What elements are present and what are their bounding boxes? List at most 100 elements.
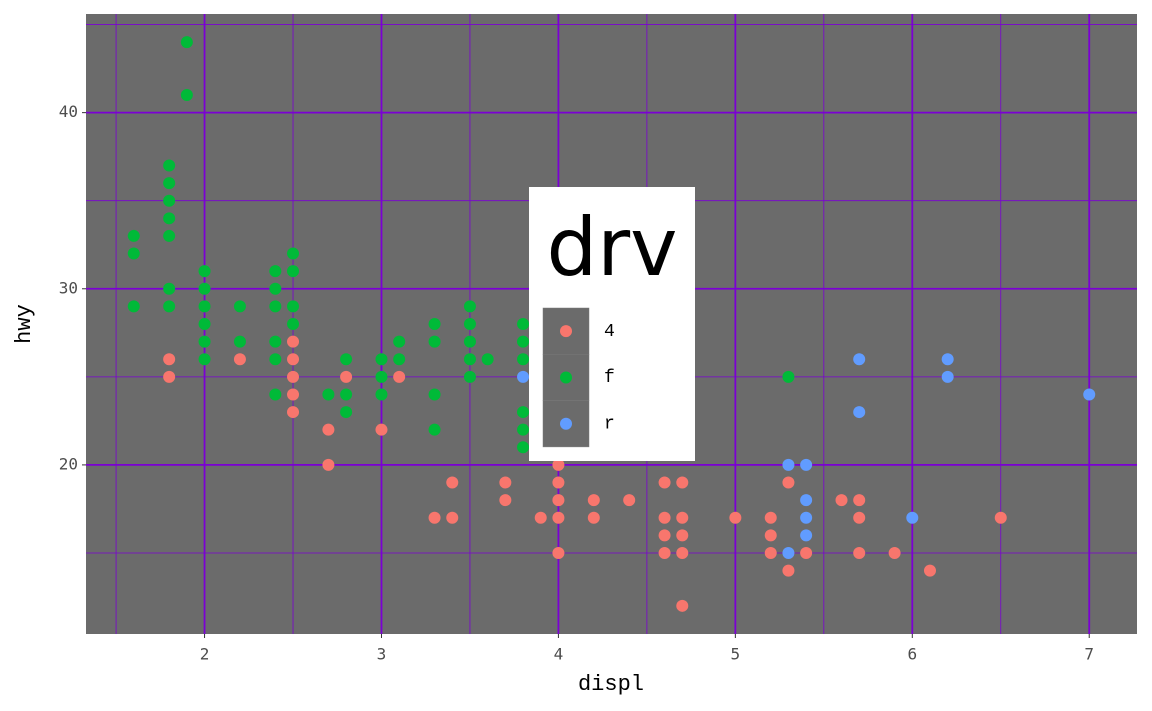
point — [446, 511, 459, 524]
point — [782, 564, 795, 577]
point — [923, 564, 936, 577]
point — [163, 370, 176, 383]
point — [340, 388, 353, 401]
x-tick-label: 4 — [554, 645, 564, 664]
point — [676, 476, 689, 489]
point — [552, 476, 565, 489]
point — [287, 247, 300, 260]
point — [1083, 388, 1096, 401]
point — [587, 511, 600, 524]
x-tick-label: 6 — [907, 645, 917, 664]
point — [764, 529, 777, 542]
point — [163, 177, 176, 190]
point — [658, 546, 671, 559]
point — [163, 212, 176, 225]
point — [552, 546, 565, 559]
point — [375, 370, 388, 383]
point — [676, 529, 689, 542]
legend-title: drv — [546, 201, 677, 294]
point — [517, 423, 530, 436]
point — [233, 353, 246, 366]
point — [463, 335, 476, 348]
point — [428, 511, 441, 524]
point — [428, 388, 441, 401]
y-tick-label: 30 — [59, 278, 78, 297]
point — [676, 546, 689, 559]
point — [463, 300, 476, 313]
point — [463, 318, 476, 330]
point — [375, 353, 388, 366]
point — [428, 318, 441, 330]
point — [322, 388, 335, 401]
point — [800, 529, 813, 542]
point — [180, 89, 193, 102]
x-axis-title: displ — [578, 672, 644, 697]
point — [163, 300, 176, 313]
point — [375, 423, 388, 436]
point — [463, 370, 476, 383]
legend-marker — [560, 417, 572, 430]
point — [269, 282, 282, 295]
point — [658, 476, 671, 489]
point — [517, 406, 530, 419]
point — [198, 282, 211, 295]
point — [941, 353, 954, 366]
point — [499, 494, 512, 507]
y-tick-label: 20 — [59, 454, 78, 473]
point — [782, 370, 795, 383]
x-tick-label: 3 — [377, 645, 387, 664]
y-tick-label: 40 — [59, 102, 78, 121]
point — [375, 388, 388, 401]
point — [446, 476, 459, 489]
point — [287, 300, 300, 313]
point — [269, 388, 282, 401]
point — [481, 353, 494, 366]
point — [552, 494, 565, 507]
point — [269, 265, 282, 278]
point — [764, 511, 777, 524]
point — [764, 546, 777, 559]
point — [587, 494, 600, 507]
legend-marker — [560, 325, 572, 338]
point — [180, 36, 193, 49]
point — [269, 353, 282, 366]
point — [127, 247, 140, 260]
legend-label: r — [604, 415, 615, 435]
point — [782, 546, 795, 559]
point — [287, 318, 300, 330]
point — [517, 353, 530, 366]
point — [428, 335, 441, 348]
point — [233, 335, 246, 348]
point — [287, 370, 300, 383]
point — [994, 511, 1007, 524]
x-tick-label: 2 — [200, 645, 210, 664]
point — [322, 423, 335, 436]
point — [163, 159, 176, 172]
point — [287, 265, 300, 278]
point — [517, 335, 530, 348]
point — [269, 335, 282, 348]
point — [499, 476, 512, 489]
legend-label: 4 — [604, 322, 615, 342]
point — [853, 546, 866, 559]
point — [127, 300, 140, 313]
point — [800, 546, 813, 559]
point — [800, 494, 813, 507]
point — [782, 458, 795, 471]
point — [623, 494, 636, 507]
point — [287, 353, 300, 366]
point — [233, 300, 246, 313]
point — [428, 423, 441, 436]
point — [127, 229, 140, 242]
point — [163, 353, 176, 366]
point — [800, 458, 813, 471]
point — [163, 282, 176, 295]
point — [853, 406, 866, 419]
x-tick-label: 5 — [731, 645, 741, 664]
point — [322, 458, 335, 471]
point — [552, 458, 565, 471]
point — [853, 353, 866, 366]
legend-label: f — [604, 368, 615, 388]
point — [198, 335, 211, 348]
